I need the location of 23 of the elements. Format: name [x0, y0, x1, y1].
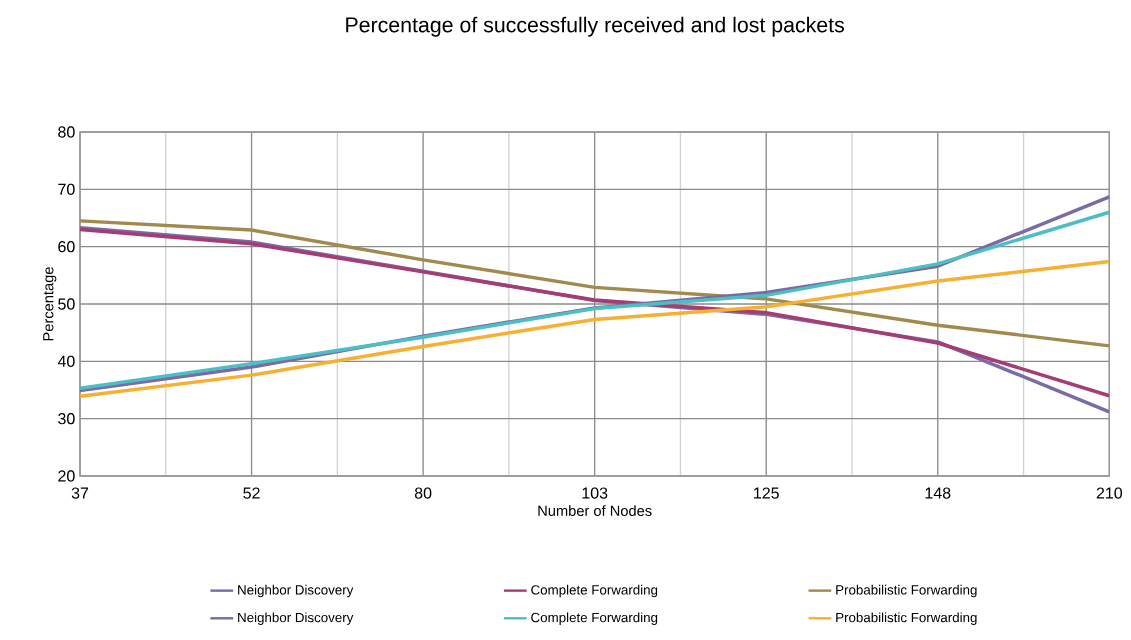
legend-label: Probabilistic Forwarding [836, 612, 977, 625]
y-axis-title: Percentage [43, 267, 57, 341]
chart-title: Percentage of successfully received and lost packets [346, 16, 845, 37]
y-tick-label: 20 [58, 470, 75, 482]
legend-label: Complete Forwarding [531, 584, 658, 598]
y-tick-label: 70 [58, 183, 75, 195]
x-tick-label: 103 [582, 487, 608, 499]
x-tick-label: 52 [243, 487, 260, 499]
y-tick-label: 80 [58, 126, 75, 138]
x-tick-label: 37 [71, 487, 89, 499]
y-tick-label: 30 [58, 413, 75, 425]
legend-label: Probabilistic Forwarding [836, 584, 977, 598]
x-tick-label: 80 [414, 487, 432, 499]
legend-label: Neighbor Discovery [238, 612, 354, 625]
x-tick-label: 210 [1096, 487, 1123, 499]
y-tick-label: 40 [57, 355, 75, 367]
y-tick-label: 50 [58, 298, 75, 310]
y-tick-label: 60 [58, 241, 75, 253]
x-axis-title: Number of Nodes [538, 505, 652, 516]
legend-label: Neighbor Discovery [238, 584, 354, 598]
legend-label: Complete Forwarding [531, 612, 658, 625]
x-tick-label: 148 [925, 487, 951, 499]
x-tick-label: 125 [754, 487, 779, 499]
